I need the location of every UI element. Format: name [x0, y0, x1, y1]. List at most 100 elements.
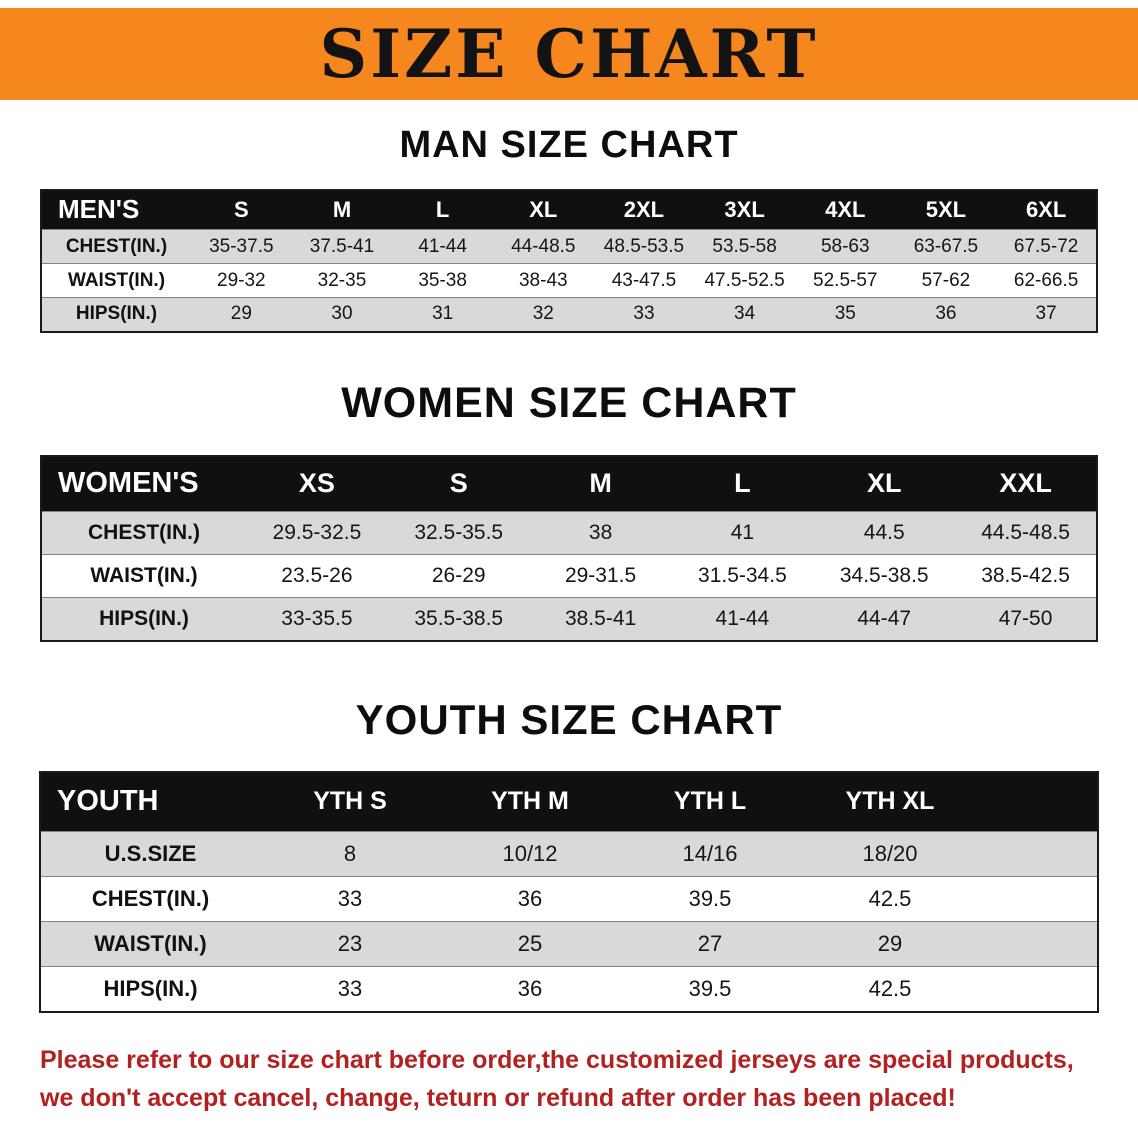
- size-column-header: YTH S: [260, 771, 440, 832]
- value-cell: 39.5: [688, 886, 732, 912]
- value-cell: 33-35.5: [281, 606, 353, 630]
- value-cell: 29.5-32.5: [272, 521, 362, 545]
- table-header-row: MEN'S S M L XL 2XL 3XL 4XL 5XL 6XL: [41, 189, 1097, 230]
- value-cell: 39.5: [688, 975, 732, 1001]
- table-row: HIPS(IN.) 33-35.5 35.5-38.5 38.5-41 41-44 44-…: [41, 597, 1097, 641]
- value-cell: 44.5: [863, 521, 905, 545]
- size-column-header: XL: [813, 455, 956, 512]
- value-cell: 29: [230, 303, 252, 325]
- row-label: CHEST(IN.): [91, 886, 210, 912]
- value-cell: 33: [337, 886, 363, 912]
- value-cell: 32.5-35.5: [414, 521, 504, 545]
- value-cell: 23: [337, 931, 363, 957]
- disclaimer-line-1: Please refer to our size chart before or…: [40, 1045, 1074, 1074]
- value-cell: 36: [935, 303, 957, 325]
- spacer-cell: [980, 967, 1098, 1012]
- table-header-row: WOMEN'S XS S M L XL XXL: [41, 455, 1097, 512]
- size-column-header: XXL: [955, 455, 1097, 512]
- size-column-header: 4XL: [794, 189, 896, 230]
- table-label-men: MEN'S: [41, 189, 191, 230]
- value-cell: 58-63: [820, 235, 870, 257]
- value-cell: 10/12: [502, 841, 558, 867]
- row-label: CHEST(IN.): [65, 235, 168, 257]
- value-cell: 43-47.5: [611, 269, 677, 291]
- row-label: HIPS(IN.): [99, 606, 189, 630]
- size-column-header: 2XL: [593, 189, 695, 230]
- value-cell: 32-35: [317, 269, 367, 291]
- size-column-header: YTH M: [440, 771, 620, 832]
- value-cell: 41-44: [715, 606, 770, 630]
- value-cell: 38.5-41: [564, 606, 637, 630]
- value-cell: 31: [432, 303, 454, 325]
- table-row: WAIST(IN.) 29-32 32-35 35-38 38-43 43-47.5 47.…: [41, 263, 1097, 298]
- value-cell: 38.5-42.5: [981, 564, 1070, 588]
- row-label: WAIST(IN.): [94, 931, 207, 957]
- value-cell: 47.5-52.5: [704, 269, 785, 291]
- value-cell: 33: [337, 975, 363, 1001]
- table-label-women: WOMEN'S: [41, 455, 246, 512]
- value-cell: 31.5-34.5: [698, 564, 787, 588]
- value-cell: 30: [331, 303, 353, 325]
- size-column-header: YTH XL: [800, 771, 980, 832]
- value-cell: 32: [532, 303, 554, 325]
- size-column-header: M: [291, 189, 393, 230]
- value-cell: 37: [1035, 303, 1057, 325]
- table-row: CHEST(IN.) 29.5-32.5 32.5-35.5 38 41 44.5 44.5…: [41, 511, 1097, 555]
- size-column-header: S: [387, 455, 530, 512]
- value-cell: 41-44: [418, 235, 467, 257]
- table-row: HIPS(IN.) 29 30 31 32 33 34 35 36 37: [41, 297, 1097, 332]
- value-cell: 48.5-53.5: [603, 235, 685, 257]
- section-title-men: MAN SIZE CHART: [399, 124, 739, 166]
- value-cell: 36: [517, 975, 543, 1001]
- value-cell: 35-37.5: [209, 235, 274, 257]
- spacer-cell: [980, 832, 1098, 877]
- value-cell: 57-62: [921, 269, 971, 291]
- spacer-cell: [980, 877, 1098, 922]
- size-column-header: XS: [246, 455, 388, 512]
- size-column-header: S: [191, 189, 292, 230]
- size-column-header: 6XL: [996, 189, 1097, 230]
- value-cell: 35-38: [418, 269, 467, 291]
- value-cell: 67.5-72: [1013, 235, 1079, 257]
- table-row: WAIST(IN.) 23 25 27 29: [40, 921, 1098, 967]
- page-title: SIZE CHART: [319, 15, 819, 93]
- value-cell: 23.5-26: [281, 564, 353, 588]
- section-title-youth: YOUTH SIZE CHART: [355, 695, 783, 743]
- spacer-cell: [980, 922, 1098, 967]
- section-youth: YOUTH SIZE CHART YOUTH YTH S YTH M YTH L YTH …: [0, 696, 1138, 1013]
- row-label: HIPS(IN.): [103, 975, 198, 1001]
- value-cell: 62-66.5: [1013, 269, 1079, 291]
- section-men: MAN SIZE CHART MEN'S S M L XL 2XL 3XL 4XL 5XL 6XL C…: [0, 124, 1138, 333]
- value-cell: 14/16: [682, 841, 738, 867]
- value-cell: 18/20: [862, 841, 918, 867]
- value-cell: 29-32: [217, 269, 266, 291]
- value-cell: 36: [517, 886, 543, 912]
- row-label: WAIST(IN.): [67, 269, 166, 291]
- size-chart-banner: SIZE CHART: [0, 8, 1138, 100]
- section-title-women: WOMEN SIZE CHART: [341, 378, 797, 427]
- value-cell: 41: [730, 521, 755, 545]
- value-cell: 44-48.5: [511, 235, 576, 257]
- size-column-header: YTH L: [620, 771, 800, 832]
- size-column-header: L: [392, 189, 493, 230]
- spacer-cell: [980, 771, 1098, 832]
- value-cell: 34: [734, 303, 756, 325]
- value-cell: 27: [697, 931, 723, 957]
- table-label-youth: YOUTH: [40, 771, 260, 832]
- size-column-header: 3XL: [694, 189, 795, 230]
- table-row: HIPS(IN.) 33 36 39.5 42.5: [40, 966, 1098, 1012]
- value-cell: 8: [343, 841, 357, 867]
- size-column-header: XL: [492, 189, 594, 230]
- value-cell: 42.5: [868, 975, 912, 1001]
- size-column-header: 5XL: [895, 189, 997, 230]
- value-cell: 38: [588, 521, 613, 545]
- value-cell: 42.5: [868, 886, 912, 912]
- disclaimer-note: Please refer to our size chart before or…: [40, 1041, 1100, 1117]
- size-table-women: WOMEN'S XS S M L XL XXL CHEST(IN.) 29.5-32.5 32.5…: [40, 454, 1098, 642]
- size-chart-page: SIZE CHART MAN SIZE CHART MEN'S S M L XL 2XL 3X…: [0, 8, 1138, 1117]
- disclaimer-line-2: we don't accept cancel, change, teturn o…: [40, 1083, 956, 1112]
- value-cell: 35.5-38.5: [414, 606, 504, 630]
- value-cell: 38-43: [518, 269, 568, 291]
- value-cell: 25: [517, 931, 543, 957]
- row-label: HIPS(IN.): [75, 303, 158, 325]
